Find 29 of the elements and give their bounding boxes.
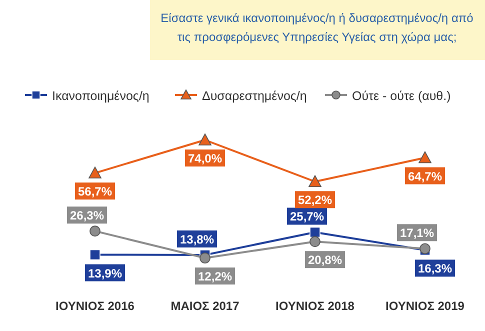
point	[200, 252, 210, 264]
data-label: 17,1%	[400, 226, 434, 240]
data-label: 52,2%	[298, 193, 332, 208]
data-label: 64,7%	[408, 169, 442, 184]
chart-title: Είσαστε γενικά ικανοποιημένος/η ή δυσαρεστημένος/η από τις προσφερόμενες Υπηρεσίες Υγείας στη χώρα μας;	[160, 11, 474, 44]
data-label: 74,0%	[188, 152, 222, 166]
x-tick-label: ΙΟΥΝΙΟΣ 2018	[276, 299, 355, 313]
data-label: 26,3%	[70, 208, 104, 223]
data-label: 25,7%	[290, 210, 324, 224]
point	[90, 249, 100, 260]
legend-label: Ικανοποιημένος/η	[52, 89, 150, 103]
point	[90, 226, 100, 236]
data-label: 12,2%	[198, 270, 232, 284]
data-label: 20,8%	[308, 253, 342, 268]
data-label: 13,9%	[88, 266, 122, 280]
x-tick-label: ΙΟΥΝΙΟΣ 2016	[56, 299, 135, 313]
point	[418, 151, 432, 164]
x-tick-label: ΙΟΥΝΙΟΣ 2019	[386, 299, 465, 313]
point	[198, 134, 212, 146]
data-label: 13,8%	[180, 232, 214, 246]
legend-label: Δυσαρεστημένος/η	[202, 89, 307, 103]
legend-label: Ούτε - ούτε (αυθ.)	[352, 89, 451, 103]
point	[310, 236, 320, 247]
data-label: 16,3%	[418, 262, 452, 276]
data-label: 56,7%	[78, 184, 112, 199]
x-tick-label: ΜΑΙΟΣ 2017	[170, 299, 240, 313]
point	[310, 226, 320, 238]
point	[308, 175, 322, 188]
point	[88, 166, 102, 178]
